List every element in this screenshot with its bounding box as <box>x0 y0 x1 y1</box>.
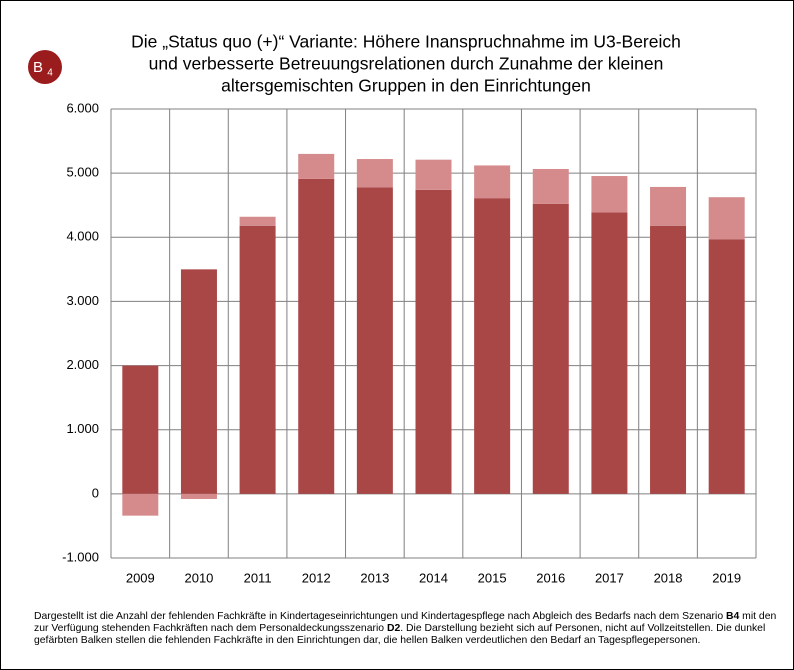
y-tick-label: 0 <box>92 485 99 500</box>
chart-title: Die „Status quo (+)“ Variante: Höhere In… <box>131 32 681 52</box>
bar <box>298 153 335 179</box>
note-text: D2 <box>386 623 401 634</box>
y-tick-label: 4.000 <box>66 229 99 244</box>
bar <box>356 187 393 494</box>
note-text: B4 <box>726 611 740 622</box>
badge-sub: 4 <box>47 68 53 79</box>
bar <box>239 225 276 494</box>
x-tick-label: 2013 <box>360 570 389 585</box>
bar <box>532 203 569 494</box>
bar <box>708 239 745 494</box>
y-tick-label: 3.000 <box>66 293 99 308</box>
bar <box>474 198 511 494</box>
note-text: mit den zur Verfügung stehenden Fachkräf… <box>34 611 777 634</box>
bar <box>122 365 159 494</box>
x-tick-label: 2018 <box>654 570 683 585</box>
footnote: Dargestellt ist die Anzahl der fehlenden… <box>34 611 779 647</box>
bar <box>415 159 452 190</box>
y-tick-label: 5.000 <box>66 165 99 180</box>
bar <box>415 189 452 494</box>
bar <box>239 216 276 226</box>
bar <box>532 168 569 204</box>
bar <box>650 186 687 226</box>
x-tick-label: 2015 <box>478 570 507 585</box>
x-tick-label: 2011 <box>244 570 272 585</box>
x-tick-label: 2012 <box>302 570 331 585</box>
chart-title: und verbesserte Betreuungsrelationen dur… <box>149 54 664 74</box>
note-text: Dargestellt ist die Anzahl der fehlenden… <box>34 611 726 622</box>
x-tick-label: 2019 <box>712 570 741 585</box>
x-tick-label: 2016 <box>536 570 565 585</box>
bar <box>298 178 335 494</box>
bar <box>708 197 745 240</box>
bar <box>591 212 628 494</box>
x-tick-label: 2009 <box>126 570 155 585</box>
badge-letter: B <box>33 59 43 76</box>
bar <box>650 225 687 494</box>
y-tick-label: 6.000 <box>66 100 99 115</box>
chart: B 4 Die „Status quo (+)“ Variante: Höher… <box>28 32 757 585</box>
bar <box>591 176 628 213</box>
x-tick-label: 2010 <box>184 570 213 585</box>
note-text: . Die Darstellung bezieht sich auf Perso… <box>34 623 766 646</box>
y-tick-label: -1.000 <box>62 549 99 564</box>
x-tick-label: 2017 <box>595 570 624 585</box>
bar <box>122 493 159 516</box>
bar <box>474 165 511 199</box>
badge <box>28 50 62 84</box>
chart-title: altersgemischten Gruppen in den Einricht… <box>221 76 591 96</box>
bar <box>356 159 393 188</box>
y-tick-label: 1.000 <box>66 421 99 436</box>
x-tick-label: 2014 <box>419 570 448 585</box>
y-tick-label: 2.000 <box>66 357 99 372</box>
bar <box>180 493 217 499</box>
bar <box>180 269 217 494</box>
